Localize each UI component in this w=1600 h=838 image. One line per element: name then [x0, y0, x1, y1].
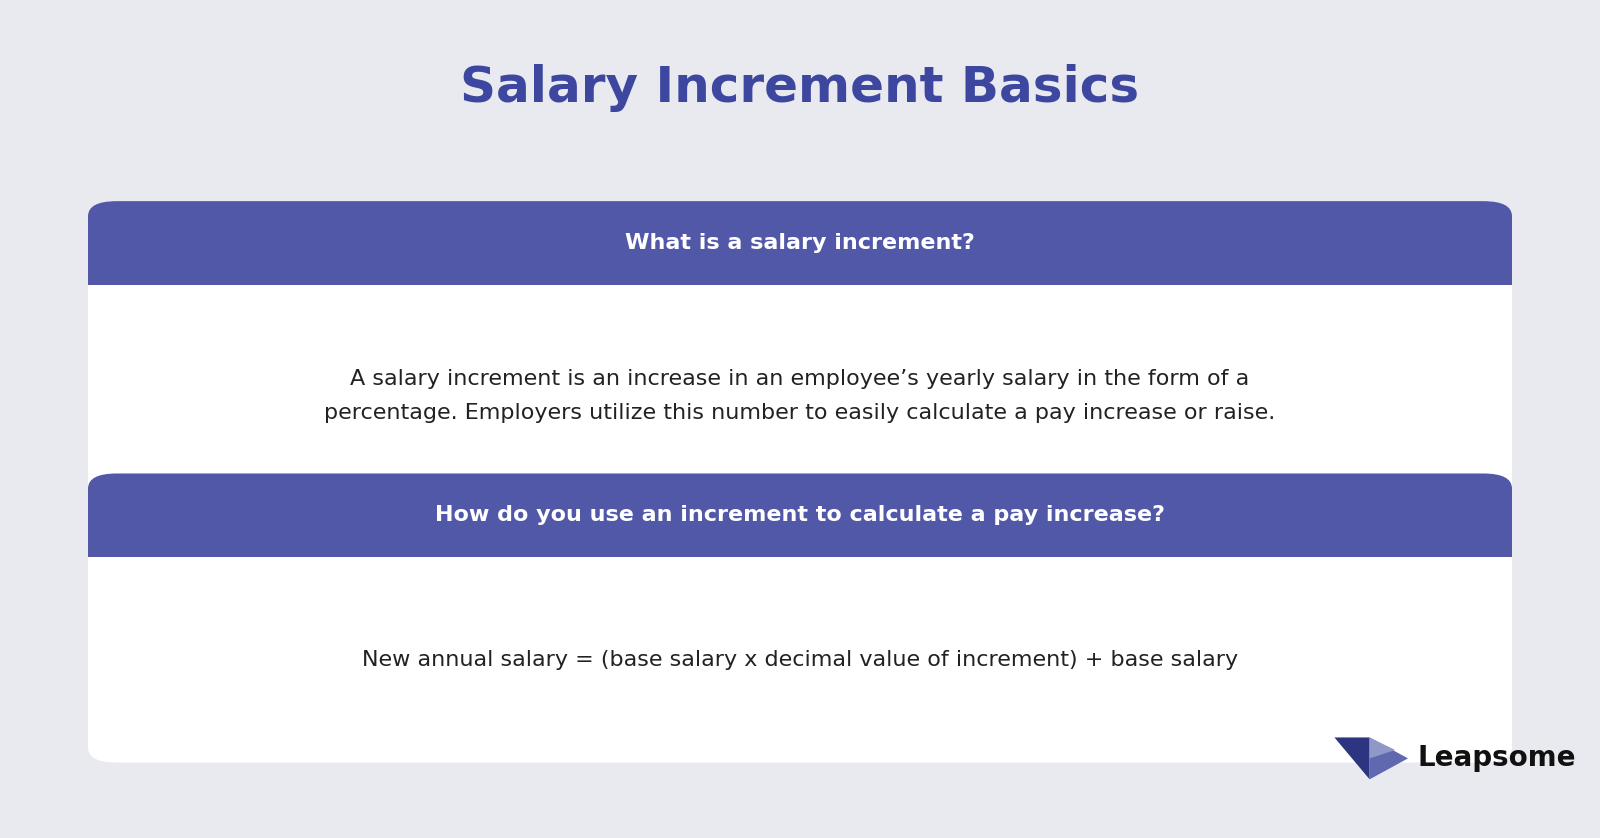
- Polygon shape: [1370, 737, 1408, 779]
- Bar: [88, 515, 1512, 557]
- FancyBboxPatch shape: [88, 201, 1512, 285]
- Polygon shape: [1370, 737, 1395, 758]
- Text: New annual salary = (base salary x decimal value of increment) + base salary: New annual salary = (base salary x decim…: [362, 650, 1238, 670]
- Polygon shape: [1334, 737, 1370, 779]
- Text: How do you use an increment to calculate a pay increase?: How do you use an increment to calculate…: [435, 505, 1165, 525]
- Text: A salary increment is an increase in an employee’s yearly salary in the form of : A salary increment is an increase in an …: [325, 369, 1275, 423]
- FancyBboxPatch shape: [88, 473, 1512, 557]
- Text: Leapsome: Leapsome: [1418, 743, 1576, 772]
- FancyBboxPatch shape: [88, 201, 1512, 507]
- Bar: [88, 285, 1512, 396]
- Bar: [88, 243, 1512, 285]
- Text: What is a salary increment?: What is a salary increment?: [626, 233, 974, 253]
- Bar: [88, 557, 1512, 660]
- FancyBboxPatch shape: [88, 473, 1512, 763]
- Text: Salary Increment Basics: Salary Increment Basics: [461, 64, 1139, 112]
